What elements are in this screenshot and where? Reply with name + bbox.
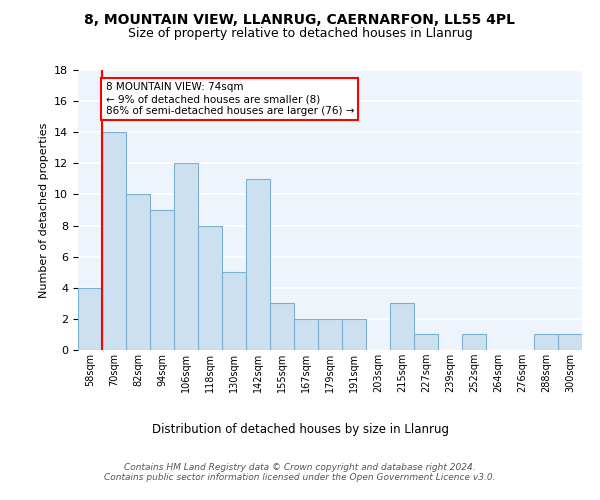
Bar — [390, 304, 414, 350]
Bar — [150, 210, 174, 350]
Bar — [174, 164, 198, 350]
Bar — [342, 319, 366, 350]
Bar — [126, 194, 150, 350]
Bar — [246, 179, 270, 350]
Text: Size of property relative to detached houses in Llanrug: Size of property relative to detached ho… — [128, 28, 472, 40]
Bar — [558, 334, 582, 350]
Text: Distribution of detached houses by size in Llanrug: Distribution of detached houses by size … — [151, 422, 449, 436]
Bar — [102, 132, 126, 350]
Bar — [414, 334, 438, 350]
Text: 8, MOUNTAIN VIEW, LLANRUG, CAERNARFON, LL55 4PL: 8, MOUNTAIN VIEW, LLANRUG, CAERNARFON, L… — [85, 12, 515, 26]
Bar — [198, 226, 222, 350]
Bar — [222, 272, 246, 350]
Text: Contains HM Land Registry data © Crown copyright and database right 2024.
Contai: Contains HM Land Registry data © Crown c… — [104, 462, 496, 482]
Text: 8 MOUNTAIN VIEW: 74sqm
← 9% of detached houses are smaller (8)
86% of semi-detac: 8 MOUNTAIN VIEW: 74sqm ← 9% of detached … — [106, 82, 354, 116]
Bar — [318, 319, 342, 350]
Bar — [78, 288, 102, 350]
Bar — [462, 334, 486, 350]
Bar — [270, 304, 294, 350]
Y-axis label: Number of detached properties: Number of detached properties — [38, 122, 49, 298]
Bar — [534, 334, 558, 350]
Bar — [294, 319, 318, 350]
